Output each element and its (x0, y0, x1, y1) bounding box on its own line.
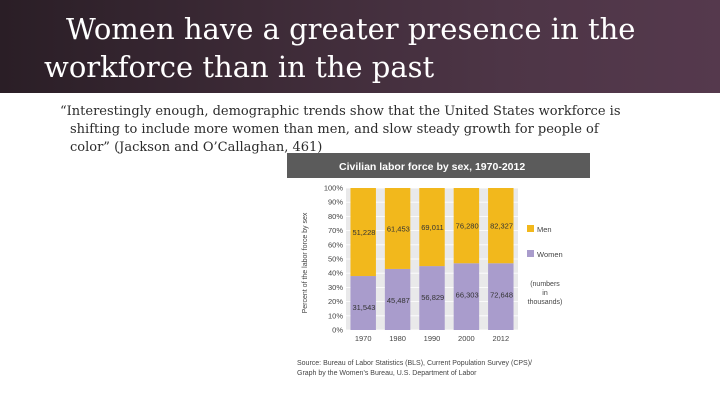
chart-title: Civilian labor force by sex, 1970-2012 (339, 161, 525, 173)
bar-men-1970 (350, 188, 376, 277)
legend-note: in (542, 290, 548, 297)
y-tick-label: 90% (328, 198, 343, 207)
y-tick-label: 80% (328, 212, 343, 221)
y-axis-label: Percent of the labor force by sex (302, 212, 309, 313)
y-tick-label: 50% (328, 255, 343, 264)
labor-force-chart: Civilian labor force by sex, 1970-2012 P… (287, 153, 590, 377)
plot-area: 100% 90% 80% 70% 60% 50% 40% 30% 20% 10% 0% 31,543 5… (324, 184, 563, 344)
y-tick-label: 60% (328, 240, 343, 249)
y-tick-label: 0% (332, 326, 343, 335)
bar-women-1970 (350, 276, 376, 330)
x-tick-label: 1990 (424, 334, 441, 343)
quote-line-3: color” (Jackson and O’Callaghan, 461) (70, 140, 323, 155)
x-tick-label: 1980 (389, 334, 406, 343)
legend-swatch-men (527, 225, 534, 232)
data-label-women: 66,303 (456, 290, 479, 299)
legend-note: thousands) (528, 299, 563, 306)
data-label-men: 69,011 (421, 223, 443, 232)
y-tick-label: 10% (328, 311, 343, 320)
bar-women-1980 (384, 268, 411, 330)
bar-women-1990 (419, 266, 445, 330)
data-label-women: 72,648 (490, 290, 513, 299)
legend-swatch-women (527, 250, 534, 257)
data-label-men: 61,453 (387, 224, 410, 233)
source-line-1: Source: Bureau of Labor Statistics (BLS)… (297, 360, 532, 367)
data-label-men: 82,327 (490, 222, 513, 231)
slide-title-line-1: Women have a greater presence in the (66, 12, 636, 46)
x-tick-label: 1970 (355, 334, 372, 343)
y-tick-label: 100% (324, 184, 344, 193)
quote-line-2: shifting to include more women than men,… (70, 122, 599, 137)
bar-women-2012 (488, 263, 514, 330)
x-tick-label: 2012 (492, 334, 509, 343)
bar-men-1990 (419, 188, 445, 267)
y-tick-label: 20% (328, 297, 343, 306)
title-banner (0, 0, 720, 93)
quote-line-1: “Interestingly enough, demographic trend… (60, 104, 621, 119)
legend-label-women: Women (537, 250, 563, 259)
chart-panel: Civilian labor force by sex, 1970-2012 P… (287, 153, 590, 393)
bar-women-2000 (453, 263, 480, 330)
y-tick-label: 30% (328, 283, 343, 292)
bar-men-2012 (488, 188, 514, 264)
x-tick-label: 2000 (458, 334, 475, 343)
chart-title-bar (287, 153, 590, 178)
data-label-men: 76,280 (456, 222, 479, 231)
legend-label-men: Men (537, 225, 552, 234)
data-label-women: 56,829 (421, 293, 444, 302)
data-label-women: 45,487 (387, 296, 410, 305)
bar-men-2000 (453, 188, 480, 264)
y-tick-label: 40% (328, 269, 343, 278)
data-label-women: 31,543 (352, 303, 375, 312)
data-label-men: 51,228 (352, 228, 375, 237)
quote-text: “Interestingly enough, demographic trend… (60, 103, 660, 157)
source-line-2: Graph by the Women’s Bureau, U.S. Depart… (297, 370, 477, 377)
legend-note: (numbers (530, 281, 560, 288)
slide-title-line-2: workforce than in the past (44, 50, 435, 84)
slide-title: Women have a greater presence in the wor… (44, 10, 714, 86)
bar-men-1980 (384, 188, 411, 269)
y-tick-label: 70% (328, 226, 343, 235)
